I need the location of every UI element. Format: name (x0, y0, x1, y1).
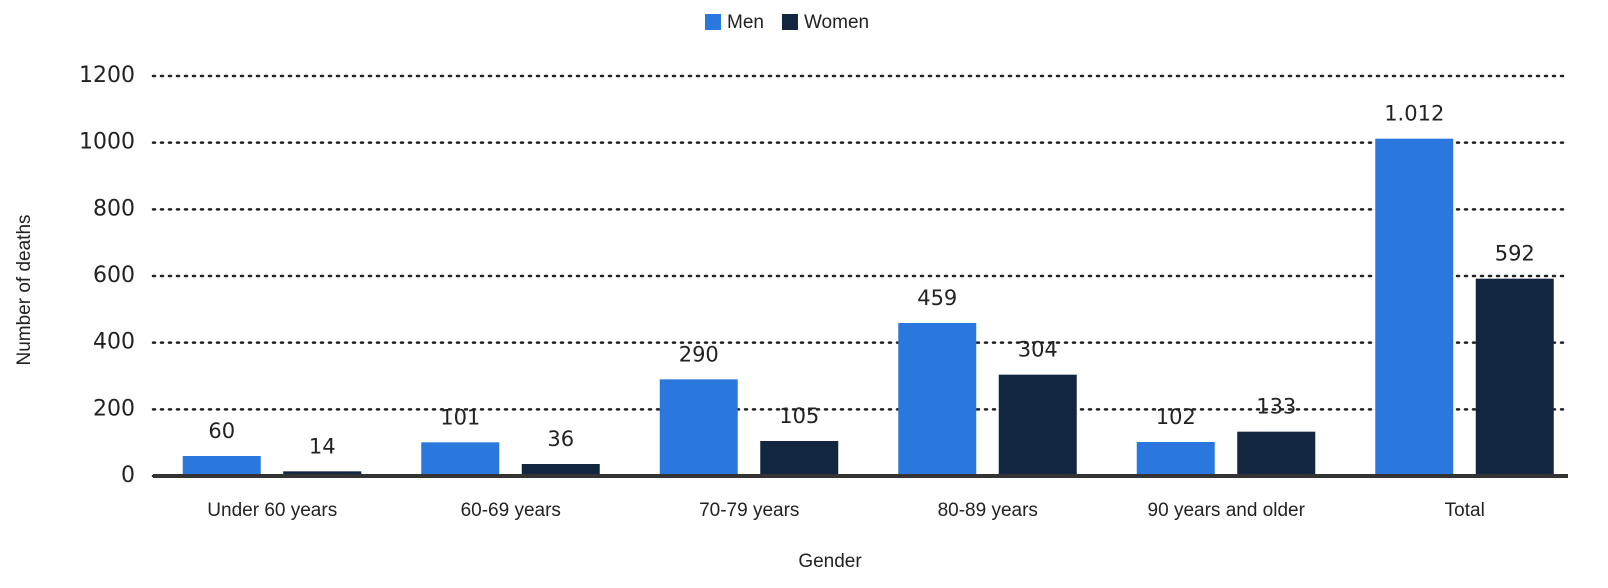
x-axis-title: Gender (798, 551, 862, 572)
value-label: 133 (1256, 395, 1296, 419)
value-label: 14 (309, 434, 336, 458)
bar (1237, 431, 1316, 476)
value-label: 101 (440, 405, 480, 429)
x-tick-label: Total (1445, 500, 1485, 521)
y-tick-label: 200 (93, 396, 135, 421)
y-tick-label: 600 (93, 263, 135, 288)
bar (998, 374, 1077, 476)
y-tick-label: 0 (121, 463, 135, 488)
legend-swatch (705, 14, 721, 30)
value-label: 60 (208, 419, 235, 443)
value-label: 102 (1156, 405, 1196, 429)
value-label: 304 (1018, 338, 1058, 362)
y-tick-label: 400 (93, 330, 135, 355)
bar (1136, 442, 1215, 476)
bar (182, 456, 261, 476)
legend-swatch (781, 14, 798, 30)
value-label: 290 (679, 342, 719, 366)
y-axis-title: Number of deaths (14, 214, 35, 365)
bar (521, 464, 600, 476)
value-label: 592 (1495, 242, 1535, 266)
x-tick-label: 90 years and older (1148, 500, 1306, 521)
legend-label: Men (727, 12, 764, 33)
y-tick-label: 1000 (79, 130, 135, 155)
bar (421, 442, 500, 476)
x-tick-label: 80-89 years (938, 500, 1038, 521)
bar (659, 379, 738, 476)
value-label: 36 (547, 427, 574, 451)
x-tick-label: Under 60 years (207, 500, 337, 521)
bar (1375, 138, 1454, 476)
bar (283, 471, 362, 476)
bar (898, 323, 977, 476)
y-tick-label: 800 (93, 196, 135, 221)
x-tick-label: 60-69 years (461, 500, 561, 521)
bar (1475, 278, 1554, 476)
x-tick-label: 70-79 years (699, 500, 799, 521)
value-label: 459 (917, 286, 957, 310)
legend-label: Women (804, 12, 869, 33)
value-label: 1.012 (1384, 102, 1444, 126)
bar (760, 441, 839, 476)
y-tick-label: 1200 (79, 63, 135, 88)
value-label: 105 (779, 404, 819, 428)
